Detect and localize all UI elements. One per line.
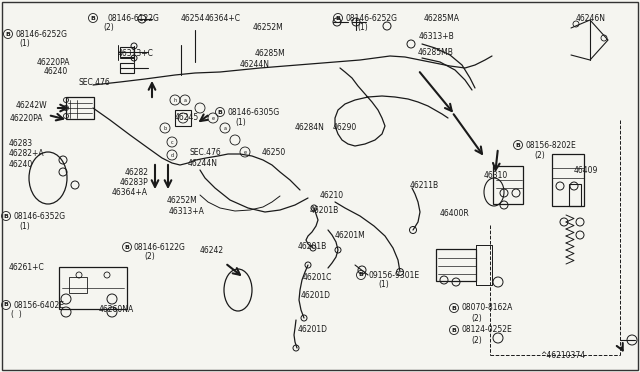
Text: c: c [171, 140, 173, 144]
Text: 46283: 46283 [9, 138, 33, 148]
Text: 46220PA: 46220PA [37, 58, 70, 67]
Text: 46285M: 46285M [255, 48, 285, 58]
Text: 46283P: 46283P [120, 177, 148, 186]
Text: (1): (1) [357, 22, 368, 32]
Text: 46201B: 46201B [298, 241, 327, 250]
Text: 46244N: 46244N [188, 158, 218, 167]
Text: 08124-0252E: 08124-0252E [462, 326, 513, 334]
Text: 46282+A: 46282+A [9, 148, 45, 157]
Text: 08146-6122G: 08146-6122G [134, 243, 186, 251]
Text: 46240: 46240 [44, 67, 68, 76]
Text: SEC.476: SEC.476 [78, 77, 109, 87]
Text: 46261+C: 46261+C [9, 263, 45, 273]
Text: 08070-8162A: 08070-8162A [462, 304, 513, 312]
Text: (2): (2) [103, 22, 114, 32]
Text: 46254: 46254 [181, 13, 205, 22]
Text: 46240: 46240 [9, 160, 33, 169]
Text: (2): (2) [471, 336, 482, 344]
Text: 46313+B: 46313+B [419, 32, 455, 41]
Text: (1): (1) [378, 280, 388, 289]
Text: 46252M: 46252M [167, 196, 198, 205]
Text: 46201M: 46201M [335, 231, 365, 240]
Text: (1): (1) [235, 118, 246, 126]
Text: B: B [516, 142, 520, 148]
Text: a: a [184, 97, 186, 103]
Text: 08146-6252G: 08146-6252G [15, 29, 67, 38]
Text: B: B [91, 16, 95, 20]
Text: ^46210374: ^46210374 [540, 352, 585, 360]
Text: (  ): ( ) [11, 311, 22, 320]
Bar [66, 97, 94, 119]
Text: (1): (1) [19, 221, 29, 231]
Text: 46245: 46245 [175, 112, 199, 122]
Text: B: B [4, 302, 8, 308]
Text: b: b [163, 125, 166, 131]
Text: 46246N: 46246N [576, 13, 606, 22]
Text: B: B [452, 327, 456, 333]
Text: 46409: 46409 [574, 166, 598, 174]
Text: 08146-6252G: 08146-6252G [346, 13, 398, 22]
Text: B: B [125, 244, 129, 250]
Text: B: B [6, 32, 10, 36]
Text: SEC.476: SEC.476 [190, 148, 221, 157]
Bar [120, 63, 134, 73]
Text: 46310: 46310 [484, 170, 508, 180]
Bar [175, 110, 191, 126]
Text: a: a [223, 125, 227, 131]
Text: (1): (1) [19, 38, 29, 48]
Text: 46400R: 46400R [440, 208, 470, 218]
Text: 08156-6402E: 08156-6402E [13, 301, 64, 310]
Text: 46201D: 46201D [301, 292, 331, 301]
Text: 46313+A: 46313+A [169, 206, 205, 215]
Text: (2): (2) [144, 253, 155, 262]
Text: 46285MB: 46285MB [418, 48, 454, 57]
Text: 46260NA: 46260NA [99, 305, 134, 314]
Text: e: e [211, 115, 214, 121]
Bar [59, 267, 127, 309]
Text: 46201C: 46201C [303, 273, 332, 282]
Text: (2): (2) [534, 151, 545, 160]
Text: B: B [4, 214, 8, 218]
Text: 08146-6305G: 08146-6305G [228, 108, 280, 116]
Text: 46211B: 46211B [410, 180, 439, 189]
Text: 46252M: 46252M [253, 22, 284, 32]
Text: B: B [335, 16, 340, 20]
Text: e: e [243, 150, 246, 154]
Text: B: B [358, 273, 364, 278]
Bar [493, 166, 523, 204]
Text: 46250: 46250 [262, 148, 286, 157]
Text: B: B [452, 305, 456, 311]
Text: B: B [218, 109, 223, 115]
Bar [436, 249, 476, 281]
Text: 46364+A: 46364+A [112, 187, 148, 196]
Text: 46244N: 46244N [240, 60, 270, 68]
Text: 08146-6122G: 08146-6122G [107, 13, 159, 22]
Text: 46282: 46282 [125, 167, 149, 176]
Text: 08146-6352G: 08146-6352G [13, 212, 65, 221]
Text: 46313+C: 46313+C [118, 48, 154, 58]
Text: (2): (2) [471, 314, 482, 323]
Text: 46290: 46290 [333, 122, 357, 131]
Text: h: h [173, 97, 177, 103]
Bar [120, 47, 134, 57]
Text: 46201D: 46201D [298, 326, 328, 334]
Text: 46284N: 46284N [295, 122, 325, 131]
Bar [569, 184, 581, 206]
Text: 46364+C: 46364+C [205, 13, 241, 22]
Text: 46201B: 46201B [310, 205, 339, 215]
Text: 08156-8202E: 08156-8202E [526, 141, 577, 150]
Text: 46210: 46210 [320, 190, 344, 199]
Text: 09156-9301E: 09156-9301E [369, 270, 420, 279]
Text: 46285MA: 46285MA [424, 13, 460, 22]
Text: 46242: 46242 [200, 246, 224, 254]
Bar [552, 154, 584, 206]
Text: d: d [170, 153, 173, 157]
Text: 46242W: 46242W [16, 100, 47, 109]
Text: 46220PA: 46220PA [10, 113, 44, 122]
Bar [69, 277, 87, 293]
